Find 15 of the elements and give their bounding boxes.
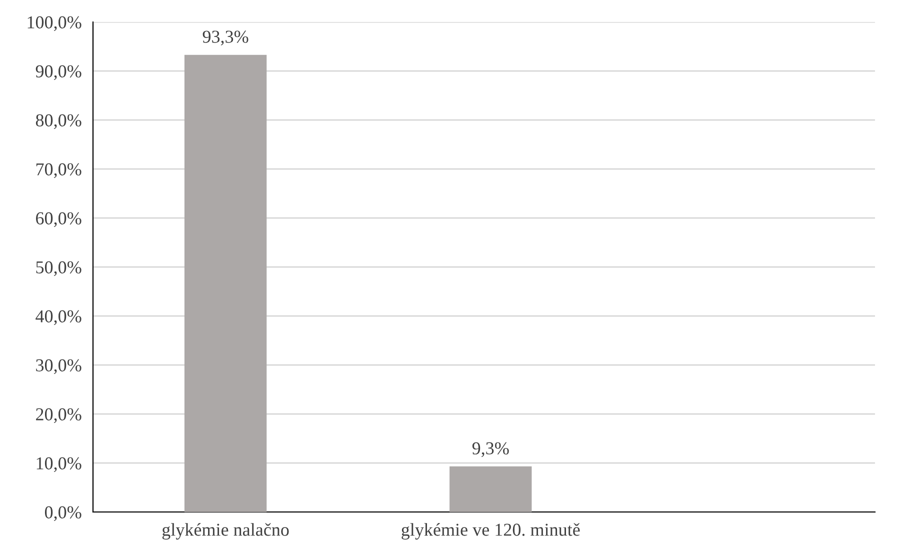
y-tick-label: 40,0% <box>36 310 82 326</box>
data-label: 93,3% <box>202 30 248 46</box>
data-label: 9,3% <box>472 442 509 458</box>
x-tick-label: glykémie ve 120. minutě <box>402 523 580 540</box>
y-tick-label: 100,0% <box>28 16 82 32</box>
y-tick-label: 50,0% <box>36 261 82 276</box>
y-tick-label: 60,0% <box>36 212 82 228</box>
y-tick-label: 70,0% <box>36 163 82 178</box>
y-tick-label: 30,0% <box>36 359 82 374</box>
y-tick-label: 90,0% <box>36 65 82 80</box>
x-tick-label: glykémie nalačno <box>162 523 289 540</box>
y-tick-label: 0,0% <box>44 506 82 522</box>
y-tick-label: 20,0% <box>36 408 82 424</box>
y-tick-label: 80,0% <box>36 114 82 130</box>
y-tick-label: 10,0% <box>36 457 82 472</box>
